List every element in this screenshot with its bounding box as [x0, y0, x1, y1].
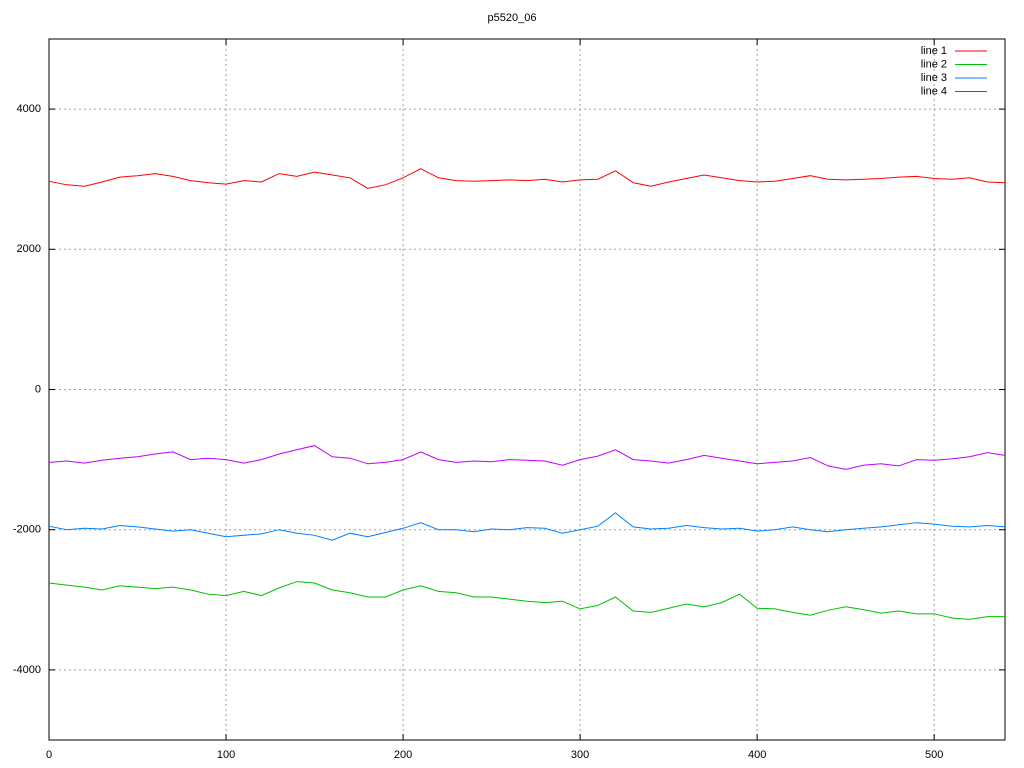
series-line [48, 168, 1006, 189]
chart-title: p5520_06 [488, 12, 537, 24]
series-line [48, 512, 1006, 541]
legend-label: line 4 [921, 85, 947, 97]
series-line [48, 581, 1005, 620]
x-tick-label: 500 [925, 749, 943, 761]
legend-label: line 2 [921, 58, 947, 70]
x-tick-label: 200 [394, 749, 412, 761]
y-tick-label: 2000 [17, 243, 41, 255]
legend-label: line 1 [921, 45, 947, 57]
x-tick-label: 300 [571, 749, 589, 761]
x-tick-label: 0 [46, 749, 52, 761]
y-tick-label: 4000 [17, 103, 41, 115]
plot-border [48, 38, 1006, 741]
x-tick-label: 100 [217, 749, 235, 761]
y-tick-label: -2000 [13, 524, 41, 536]
x-tick-label: 400 [748, 749, 766, 761]
y-tick-label: 0 [35, 383, 41, 395]
legend-label: line 3 [921, 72, 947, 84]
y-tick-label: -4000 [13, 664, 41, 676]
series-line [48, 445, 1006, 470]
